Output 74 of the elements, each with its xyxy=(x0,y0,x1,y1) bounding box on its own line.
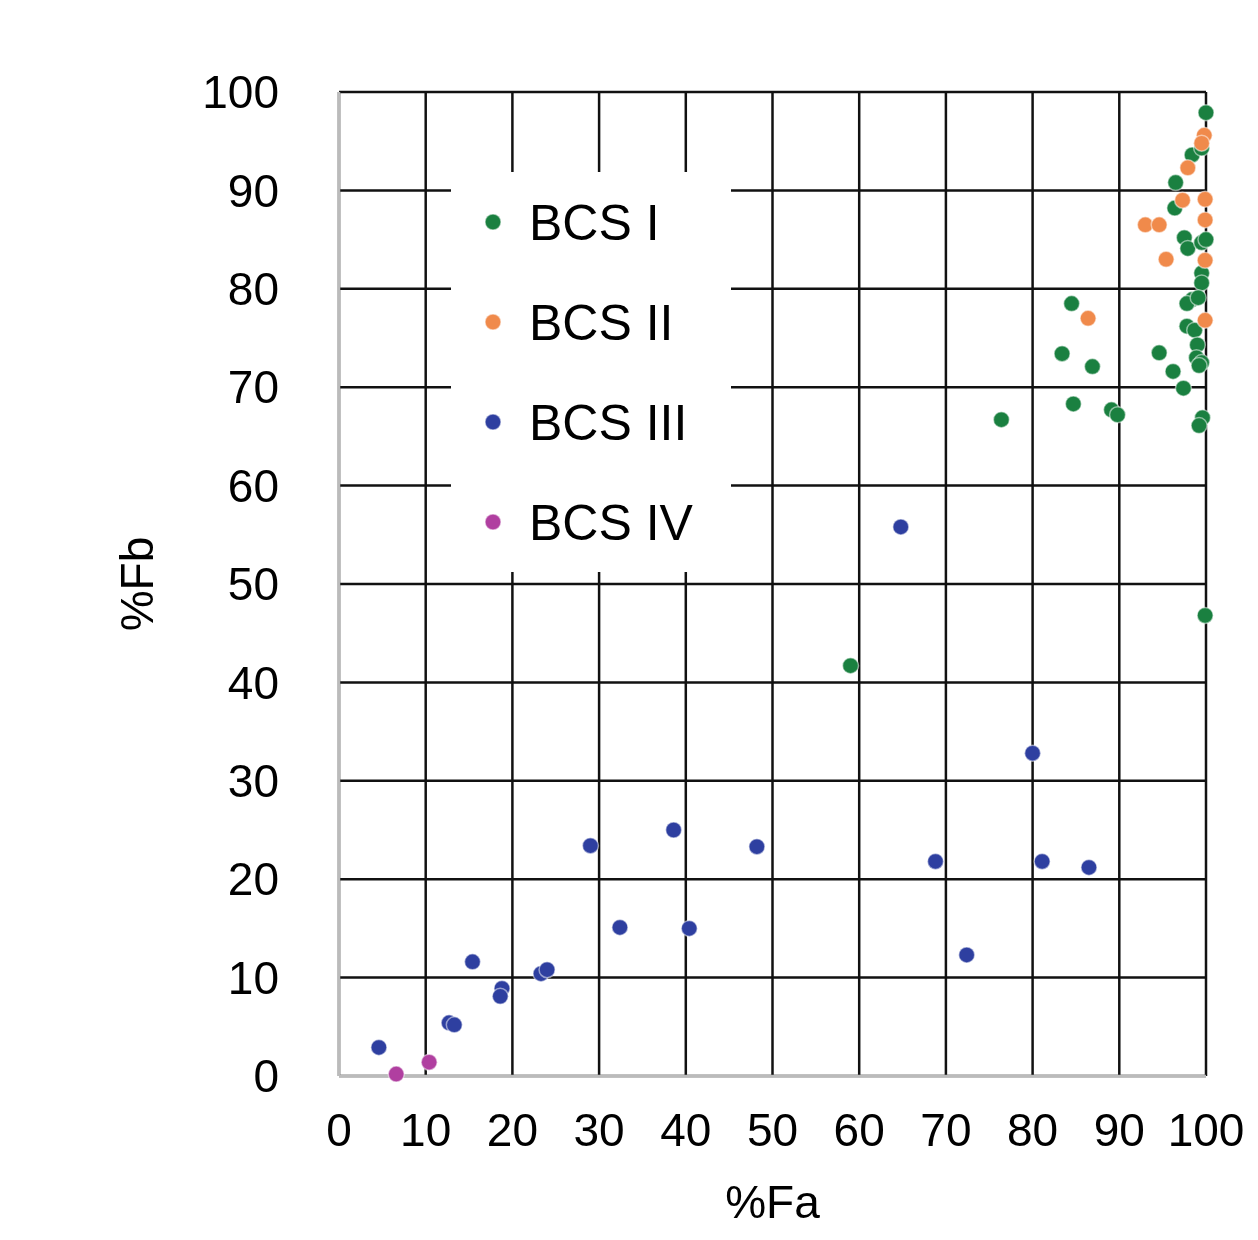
point xyxy=(1196,251,1214,270)
x-tick-label: 50 xyxy=(746,1104,799,1156)
x-tick-label: 70 xyxy=(920,1104,972,1156)
point xyxy=(1083,357,1102,376)
y-tick-label: 20 xyxy=(227,853,279,906)
x-tick-label: 60 xyxy=(833,1104,885,1156)
point xyxy=(463,953,482,971)
point xyxy=(491,987,510,1006)
point xyxy=(1192,274,1211,292)
point xyxy=(926,852,945,871)
y-tick-label: 60 xyxy=(227,459,279,512)
point xyxy=(841,656,860,675)
point xyxy=(1189,288,1207,307)
point xyxy=(1079,309,1097,328)
y-tick-label: 80 xyxy=(227,262,279,315)
point xyxy=(1196,190,1214,209)
point xyxy=(664,821,683,839)
point xyxy=(1108,406,1127,424)
x-tick-label: 100 xyxy=(1167,1104,1245,1156)
point xyxy=(1196,211,1214,229)
point xyxy=(1164,362,1182,381)
point xyxy=(1166,173,1185,192)
point xyxy=(538,960,556,979)
x-tick-label: 40 xyxy=(660,1104,712,1156)
legend-label: BCS IV xyxy=(529,494,694,551)
legend-label: BCS I xyxy=(529,194,660,251)
x-tick-label: 20 xyxy=(486,1104,538,1156)
y-tick-label: 40 xyxy=(227,656,279,709)
point xyxy=(370,1038,388,1057)
x-tick-label: 90 xyxy=(1093,1104,1145,1156)
x-axis-title: %Fa xyxy=(725,1176,821,1228)
y-tick-label: 70 xyxy=(227,361,279,414)
point xyxy=(1196,606,1214,625)
point xyxy=(1053,344,1071,363)
point xyxy=(1023,744,1042,762)
point xyxy=(1179,239,1197,258)
point xyxy=(1150,344,1168,362)
point xyxy=(1192,134,1211,152)
y-tick-label: 10 xyxy=(227,951,279,1004)
point xyxy=(1064,395,1083,413)
point xyxy=(1190,416,1208,435)
y-tick-label: 50 xyxy=(227,558,279,611)
point xyxy=(387,1065,405,1083)
x-tick-label: 80 xyxy=(1007,1104,1059,1156)
point xyxy=(581,836,600,855)
point xyxy=(1033,852,1051,871)
point xyxy=(992,410,1011,429)
x-tick-label: 30 xyxy=(573,1104,625,1156)
y-tick-label: 30 xyxy=(227,754,279,807)
legend-label: BCS III xyxy=(529,394,688,451)
point xyxy=(1196,311,1214,330)
point xyxy=(611,918,629,937)
point xyxy=(1174,379,1193,397)
point xyxy=(957,946,976,964)
y-axis-title: %Fb xyxy=(111,536,163,632)
point xyxy=(1150,216,1168,234)
point xyxy=(892,518,910,536)
point xyxy=(680,919,699,938)
point xyxy=(748,837,766,856)
y-tick-label: 100 xyxy=(202,66,279,119)
x-tick-label: 0 xyxy=(326,1104,352,1156)
point xyxy=(1157,250,1175,269)
point xyxy=(420,1053,438,1071)
x-tick-label: 10 xyxy=(400,1104,452,1156)
legend-label: BCS II xyxy=(529,294,674,351)
y-tick-label: 0 xyxy=(253,1050,279,1103)
point xyxy=(1062,294,1081,313)
point xyxy=(445,1016,464,1034)
point xyxy=(1197,230,1215,249)
point xyxy=(1179,159,1197,177)
y-tick-label: 90 xyxy=(227,164,279,217)
point xyxy=(1197,103,1215,122)
point xyxy=(1080,858,1098,877)
point xyxy=(1173,191,1192,209)
